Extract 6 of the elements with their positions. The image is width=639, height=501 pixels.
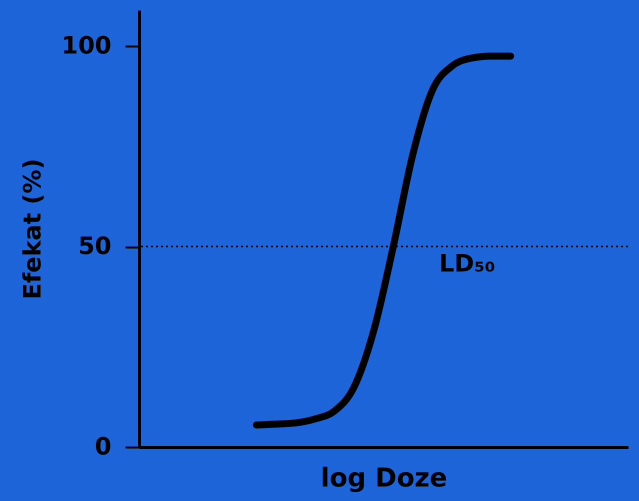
y-tick-label: 50 — [78, 232, 112, 260]
y-axis-title: Efekat (%) — [18, 158, 46, 300]
y-tick-label: 100 — [61, 32, 112, 60]
annotation: LD₅₀ — [439, 250, 496, 278]
x-axis-title: log Doze — [320, 464, 448, 494]
y-tick-label: 0 — [94, 432, 112, 460]
